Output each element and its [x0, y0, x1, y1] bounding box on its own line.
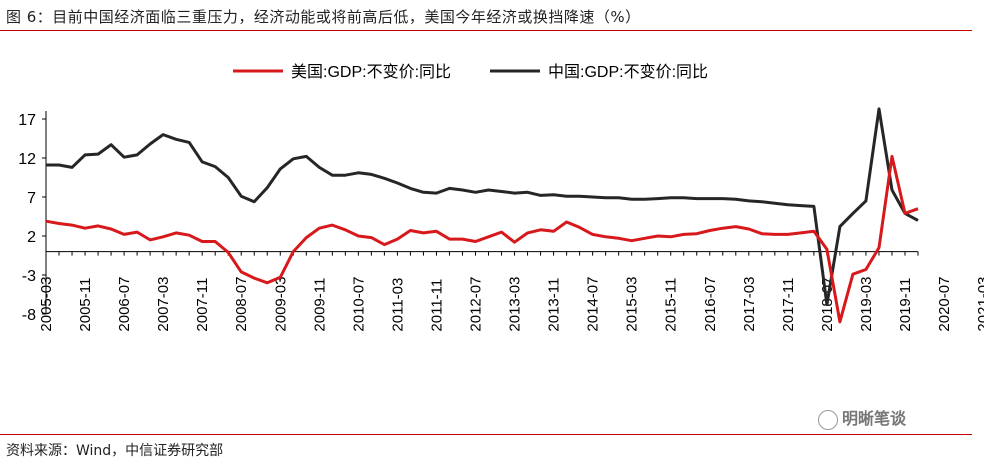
x-tick-label: 2009-11 [311, 278, 328, 332]
watermark: 明晰笔谈 [818, 405, 906, 430]
x-tick-label: 2021-03 [975, 277, 984, 332]
x-tick-label: 2011-11 [428, 279, 445, 332]
legend-label: 中国:GDP:不变价:同比 [548, 63, 708, 81]
x-tick-label: 2016-07 [702, 277, 719, 332]
x-tick-label: 2017-11 [780, 278, 797, 332]
legend-label: 美国:GDP:不变价:同比 [291, 63, 451, 81]
top-divider [0, 30, 972, 31]
y-tick-label: -3 [22, 268, 36, 285]
x-tick-label: 2015-03 [624, 277, 641, 332]
chart-legend: 美国:GDP:不变价:同比 中国:GDP:不变价:同比 [233, 63, 708, 81]
x-tick-label: 2009-03 [272, 277, 289, 332]
series-line-china-gdp [46, 107, 919, 307]
bottom-divider [0, 434, 972, 435]
x-tick-label: 2005-11 [77, 278, 94, 332]
wechat-icon [818, 409, 838, 430]
x-tick-label: 2014-07 [585, 277, 602, 332]
x-tick-label: 2015-11 [663, 278, 680, 332]
source-note: 资料来源：Wind，中信证券研究部 [6, 443, 224, 459]
x-tick-label: 2007-11 [194, 278, 211, 332]
chart-axes: 17 12 7 2 -3 -8 2005-03 2005-11 2006-07 2007-03 20… [18, 111, 984, 332]
x-tick-label: 2005-03 [38, 277, 55, 332]
x-tick-label: 2008-07 [233, 277, 250, 332]
x-tick-label: 2019-11 [897, 278, 914, 332]
y-tick-label: 12 [18, 151, 36, 168]
x-tick-label: 2020-07 [936, 277, 953, 332]
x-tick-label: 2019-03 [858, 277, 875, 332]
x-tick-label: 2017-03 [741, 277, 758, 332]
watermark-text: 明晰笔谈 [842, 409, 907, 428]
figure-title: 图 6：目前中国经济面临三重压力，经济动能或将前高后低，美国今年经济或换挡降速（… [6, 8, 641, 26]
y-tick-label: 2 [27, 229, 36, 246]
x-tick-label: 2013-03 [507, 277, 524, 332]
x-tick-label: 2013-11 [546, 278, 563, 332]
y-tick-label: 17 [18, 112, 36, 129]
x-tick-label: 2006-07 [116, 277, 133, 332]
y-tick-label: 7 [27, 190, 36, 207]
y-tick-label: -8 [22, 307, 36, 324]
x-tick-label: 2007-03 [155, 277, 172, 332]
x-tick-label: 2012-07 [467, 277, 484, 332]
x-tick-label: 2010-07 [350, 277, 367, 332]
x-tick-label: 2011-03 [389, 278, 406, 332]
series-line-us-gdp [45, 154, 919, 324]
chart-series [45, 107, 919, 324]
